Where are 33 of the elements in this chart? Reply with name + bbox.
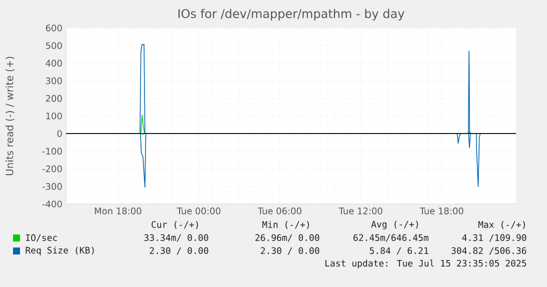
- x-tick-label: Mon 18:00: [94, 208, 142, 214]
- text: Max (-/+): [478, 220, 525, 230]
- text: Last update: Tue Jul 15 23:35:05 2025: [325, 260, 526, 268]
- text: Min (-/+): [262, 220, 309, 230]
- text: 2.30 / 0.00: [260, 247, 320, 255]
- legend-label: Req Size (KB): [26, 246, 94, 256]
- text: 33.34m/ 0.00: [144, 234, 208, 242]
- text: Avg (-/+): [371, 220, 418, 230]
- text: 2.30 / 0.00: [150, 247, 208, 255]
- legend-label: IO/sec: [26, 234, 57, 242]
- y-tick-label: 500: [46, 42, 62, 50]
- text: 4.31 /109.90: [462, 234, 526, 242]
- text: 304.82 /506.36: [452, 247, 526, 255]
- y-tick-label: -200: [42, 165, 62, 172]
- y-tick-label: 100: [46, 112, 62, 120]
- y-tick-label: -300: [42, 182, 62, 190]
- x-tick-label: Tue 06:00: [258, 208, 302, 214]
- y-axis-title: Units read (-) / write (+): [6, 56, 14, 176]
- x-tick-label: Tue 12:00: [338, 208, 382, 214]
- y-tick-label: 400: [46, 60, 62, 67]
- x-tick-label: Tue 18:00: [420, 208, 464, 214]
- y-tick-label: 0: [57, 130, 62, 138]
- text: 26.96m/ 0.00: [255, 234, 320, 242]
- text: 62.45m/646.45m: [354, 234, 428, 242]
- x-tick-label: Tue 00:00: [176, 208, 220, 214]
- y-tick-label: 600: [46, 24, 62, 32]
- y-tick-label: -400: [42, 200, 62, 208]
- y-tick-label: 300: [46, 77, 62, 84]
- y-tick-label: 200: [46, 94, 62, 102]
- y-tick-label: -100: [42, 148, 62, 155]
- text: 5.84 / 6.21: [370, 247, 428, 255]
- text: Cur (-/+): [152, 220, 198, 230]
- chart-title: IOs for /dev/mapper/mpathm - by day: [178, 8, 404, 20]
